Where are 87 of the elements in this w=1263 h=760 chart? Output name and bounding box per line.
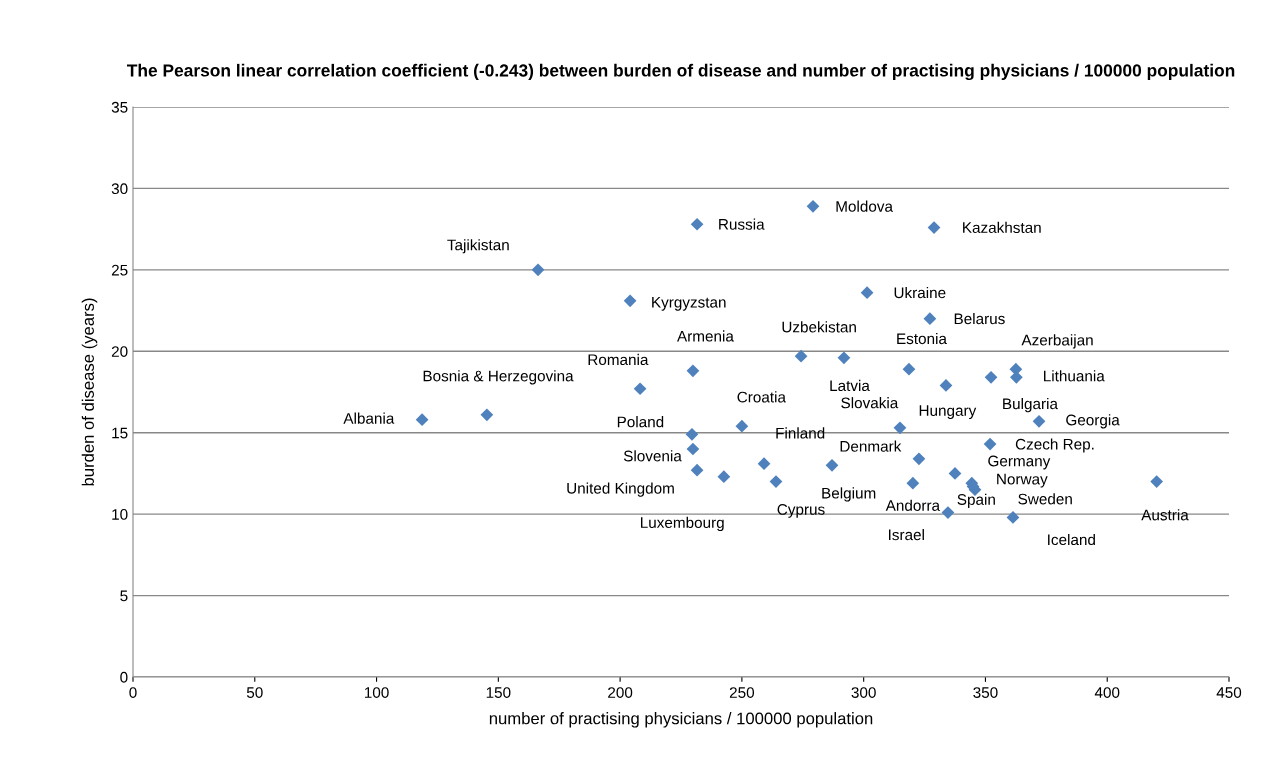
point [686,442,700,456]
x-tick-label: 400 [1094,687,1120,698]
point [480,408,494,422]
x-axis-title: number of practising physicians / 100000 population [489,712,873,728]
point [923,312,937,326]
point [825,458,839,472]
point [757,457,771,471]
annotation: Slovakia [841,397,899,409]
y-tick-label: 35 [111,101,128,113]
annotation: Kazakhstan [963,221,1041,233]
annotation: Armenia [677,330,734,342]
annotation: Austria [1141,509,1189,521]
annotation: Iceland [1048,533,1095,546]
y-tick-label: 20 [111,346,128,357]
point [633,382,647,396]
y-tick-label: 0 [120,671,128,683]
point [806,199,820,213]
point [912,452,926,466]
annotation: Bosnia & Herzegovina [423,370,574,385]
point [1150,475,1164,488]
annotation: Kyrgyzstan [652,297,726,311]
annotation: Romania [588,353,649,366]
annotation: Israel [889,529,924,541]
x-tick-label: 50 [246,687,263,698]
point [685,427,699,441]
x-tick-label: 200 [608,687,633,698]
annotation: Estonia [897,332,947,345]
annotation: Hungary [919,405,977,419]
annotation: Bulgaria [1003,398,1058,413]
annotation: Denmark [840,440,902,452]
y-axis-title: burden of disease (years) [81,298,98,486]
annotation: Latvia [830,379,870,392]
x-tick-label: 300 [851,687,876,698]
point [690,463,704,477]
annotation: Belgium [822,487,876,502]
point [902,362,916,376]
x-tick-label: 350 [973,687,998,698]
annotation: Luxembourg [640,516,724,532]
annotation: Germany [988,455,1051,470]
point [623,294,637,308]
annotation: Finland [776,427,825,439]
annotation: Czech Rep. [1015,438,1094,453]
x-tick-label: 250 [729,687,755,698]
point [686,364,700,378]
y-tick-label: 5 [120,590,128,602]
annotation: Cyprus [777,504,825,518]
x-tick-label: 0 [129,687,137,698]
point [415,413,429,427]
annotation: Poland [617,416,664,428]
annotation: Albania [343,412,395,424]
point [735,419,749,433]
y-tick-label: 30 [111,183,128,195]
point [860,286,874,300]
point [690,217,704,231]
annotation: Moldova [836,200,893,212]
y-tick-label: 25 [111,264,128,276]
annotation: Slovenia [623,450,682,462]
annotation: United Kingdom [567,482,674,497]
point [893,421,907,435]
annotation: Russia [719,218,765,230]
annotation: Azerbaijan [1021,334,1093,349]
point [717,470,731,484]
y-tick-label: 15 [112,427,128,439]
point [1006,511,1020,524]
annotation: Sweden [1018,493,1072,505]
point [1032,414,1046,428]
x-tick-label: 150 [486,687,511,698]
annotation: Belarus [954,312,1005,325]
point [984,370,998,384]
x-tick-label: 450 [1216,687,1242,698]
point [837,351,851,365]
annotation: Norway [997,473,1048,488]
annotation: Andorra [885,499,941,511]
y-tick-label: 10 [112,509,128,520]
point [794,349,808,363]
annotation: Lithuania [1044,370,1105,382]
point [983,437,997,451]
annotation: Spain [957,493,995,508]
chart-title: The Pearson linear correlation coefficient (-0.243) between burden of disease and number of practising physicians / 100000 population [126,63,1235,81]
annotation: Ukraine [894,286,946,299]
x-tick-label: 100 [364,687,389,698]
point [531,263,545,277]
annotation: Uzbekistan [782,321,856,333]
annotation: Tajikistan [447,239,509,254]
point [906,476,920,490]
annotation: Croatia [737,391,786,403]
annotation: Georgia [1066,414,1120,429]
